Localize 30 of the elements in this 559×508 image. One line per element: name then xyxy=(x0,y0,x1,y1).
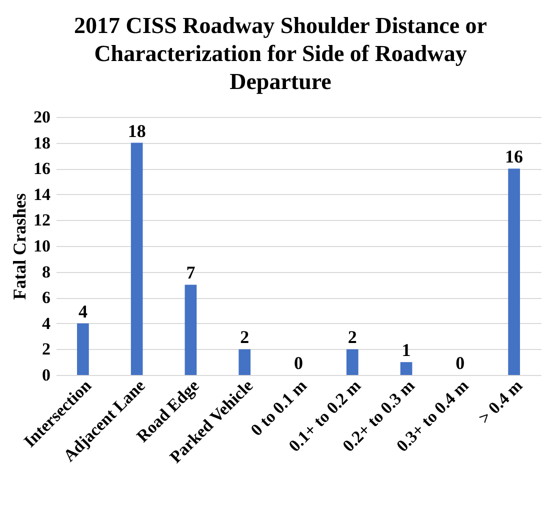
y-axis-title: Fatal Crashes xyxy=(10,193,30,300)
y-tick-label: 18 xyxy=(34,133,50,152)
y-tick-label: 8 xyxy=(42,262,50,282)
data-label: 0 xyxy=(456,353,465,373)
data-label: 7 xyxy=(186,262,196,283)
bar xyxy=(184,284,197,375)
data-label: 2 xyxy=(240,327,250,348)
y-tick-label: 12 xyxy=(34,210,50,230)
bar xyxy=(508,168,520,375)
bar xyxy=(130,142,143,375)
data-label: 16 xyxy=(505,146,524,167)
y-tick-label: 6 xyxy=(42,288,50,308)
y-tick-label: 0 xyxy=(42,366,50,384)
data-label: 0 xyxy=(294,353,303,373)
x-tick-label: > 0.4 m xyxy=(474,376,526,428)
bar xyxy=(400,362,412,375)
y-tick-label: 10 xyxy=(34,236,50,256)
data-label: 18 xyxy=(128,120,146,141)
bar xyxy=(77,323,89,375)
data-label: 2 xyxy=(348,327,357,348)
bar xyxy=(346,349,358,375)
data-label: 1 xyxy=(402,340,411,360)
y-tick-label: 4 xyxy=(42,314,51,333)
bar xyxy=(238,349,251,375)
data-label: 4 xyxy=(78,301,88,322)
y-tick-label: 2 xyxy=(42,340,50,359)
y-tick-label: 14 xyxy=(34,184,51,204)
chart-title: 2017 CISS Roadway Shoulder Distance or Characterization for Side of Roadway Departure xyxy=(74,13,487,94)
y-tick-label: 20 xyxy=(34,108,50,126)
y-tick-label: 16 xyxy=(34,159,50,178)
